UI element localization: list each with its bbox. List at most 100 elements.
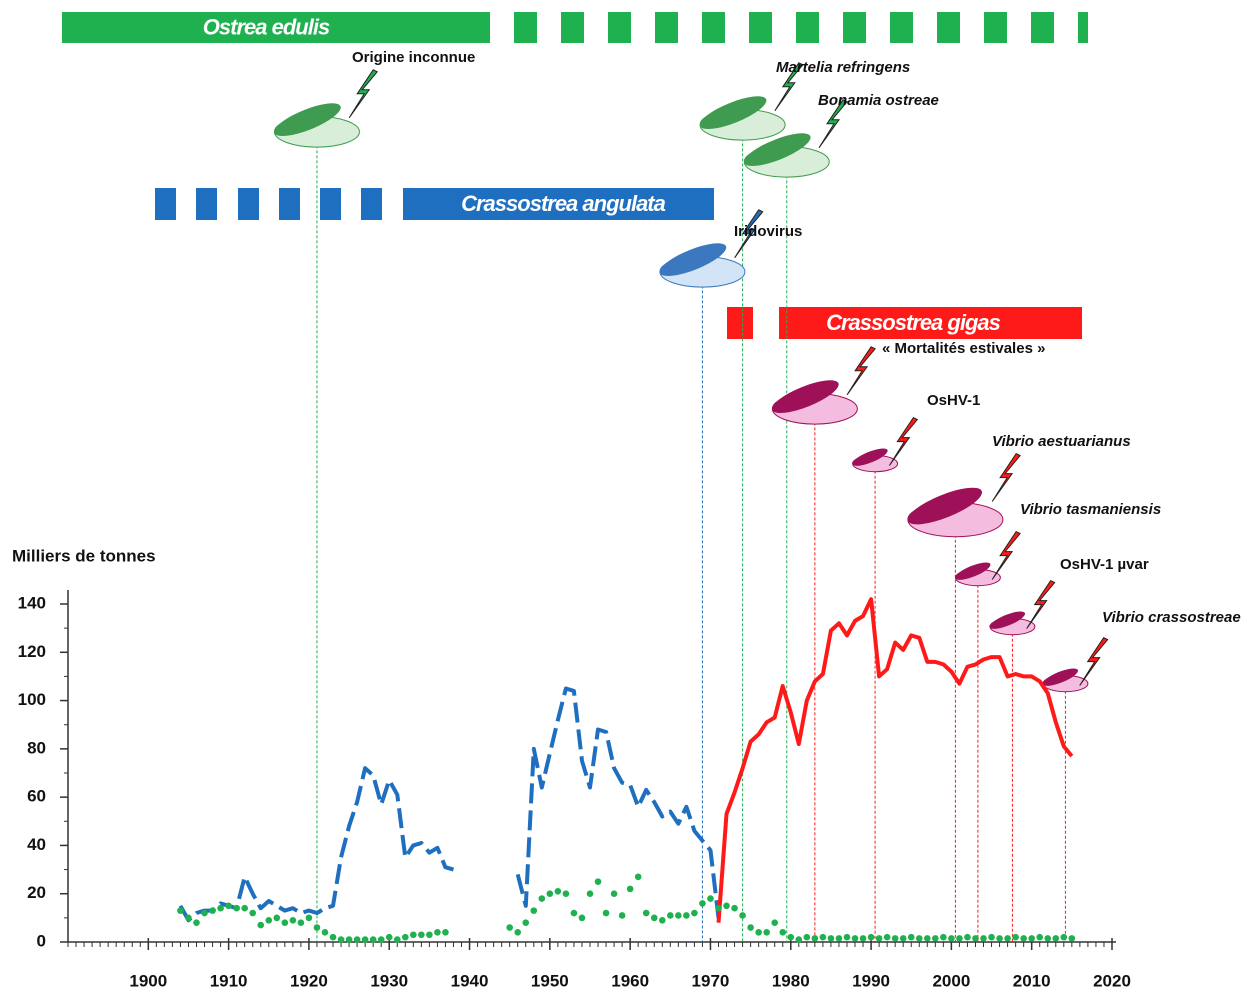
data-point: [634, 873, 642, 881]
timeline-bar: [608, 12, 631, 43]
data-point: [554, 888, 562, 895]
data-point: [241, 904, 248, 912]
lightning-bolt: [818, 99, 848, 149]
data-point: [313, 924, 321, 931]
y-tick-label: 40: [27, 835, 46, 854]
event-label: Vibrio crassostreae: [1102, 609, 1241, 626]
timeline-bar: [155, 188, 176, 220]
event-label: Vibrio aestuarianus: [992, 433, 1131, 450]
data-point: [747, 924, 754, 931]
data-point: [691, 909, 698, 917]
lightning-bolt: [1079, 636, 1109, 686]
event-label: Iridovirus: [734, 223, 802, 240]
data-point: [755, 929, 762, 936]
data-point: [610, 890, 618, 898]
data-point: [233, 904, 240, 912]
data-point: [923, 935, 931, 942]
data-point: [996, 935, 1003, 942]
data-point: [177, 907, 184, 914]
timeline-bar: [320, 188, 341, 220]
shell-top: [907, 487, 983, 525]
data-point: [988, 933, 995, 941]
timeline-bar: [984, 12, 1007, 43]
data-point: [361, 936, 369, 943]
data-point: [193, 919, 200, 926]
timeline-label: Crassostrea gigas: [826, 310, 1001, 335]
data-point: [345, 936, 353, 943]
data-point: [530, 907, 538, 914]
lightning-bolt: [991, 452, 1021, 502]
x-tick-label: 2020: [1093, 971, 1131, 990]
data-point: [562, 890, 570, 898]
timeline-bar: [196, 188, 217, 220]
event-label: Vibrio tasmaniensis: [1020, 501, 1161, 518]
data-point: [1036, 933, 1044, 941]
timeline-bar: [1031, 12, 1054, 43]
data-point: [249, 909, 257, 917]
data-point: [337, 936, 345, 943]
y-tick-label: 140: [18, 593, 46, 612]
data-point: [426, 931, 433, 939]
series-line: [716, 597, 1074, 923]
data-point: [851, 935, 859, 942]
data-point: [795, 936, 803, 943]
data-point: [763, 929, 770, 936]
timeline-bar: [361, 188, 382, 220]
lightning-bolt: [888, 416, 919, 466]
data-point: [1012, 933, 1019, 941]
timeline-label: Crassostrea angulata: [461, 191, 666, 216]
y-tick-label: 60: [27, 787, 46, 806]
data-point: [972, 935, 979, 942]
timeline-bar: [514, 12, 537, 43]
x-tick-label: 2010: [1013, 971, 1051, 990]
timeline-bar: [403, 188, 714, 220]
data-point: [1060, 933, 1068, 941]
data-point: [859, 935, 867, 942]
timeline-bar: [843, 12, 866, 43]
data-point: [1028, 935, 1035, 942]
data-point: [1052, 935, 1060, 942]
event-label: Bonamia ostreae: [818, 92, 939, 109]
data-point: [1068, 935, 1076, 942]
lightning-bolt: [734, 209, 764, 259]
event-label: OsHV-1 µvar: [1060, 556, 1149, 573]
x-tick-label: 2000: [932, 971, 970, 990]
data-point: [586, 890, 594, 898]
timeline-bar: [749, 12, 772, 43]
data-point: [779, 929, 787, 936]
data-point: [185, 914, 192, 922]
data-point: [827, 935, 835, 942]
data-point: [578, 914, 586, 922]
lightning-bolt: [846, 346, 876, 396]
timeline-bar: [561, 12, 584, 43]
data-point: [506, 924, 513, 931]
data-point: [650, 914, 658, 922]
data-point: [932, 935, 939, 942]
lightning-bolt: [774, 62, 804, 112]
event-label: Origine inconnue: [352, 49, 475, 66]
x-tick-label: 1990: [852, 971, 890, 990]
x-tick-label: 1970: [692, 971, 730, 990]
data-point: [418, 931, 425, 939]
x-tick-label: 1920: [290, 971, 328, 990]
data-point: [803, 933, 811, 941]
timeline-bar: [62, 12, 490, 43]
data-point: [940, 933, 947, 941]
data-point: [522, 919, 530, 926]
data-point: [699, 900, 706, 907]
data-point: [626, 885, 634, 893]
x-tick-label: 1940: [451, 971, 489, 990]
data-point: [715, 904, 722, 912]
event-label: OsHV-1: [927, 392, 980, 409]
data-point: [787, 933, 795, 941]
data-point: [618, 912, 626, 919]
shell-top: [699, 96, 767, 130]
data-point: [723, 902, 730, 910]
data-point: [289, 916, 297, 924]
data-point: [891, 935, 899, 942]
data-point: [658, 916, 666, 924]
data-point: [675, 912, 682, 919]
shell-top: [955, 562, 991, 580]
x-tick-label: 1910: [210, 971, 248, 990]
